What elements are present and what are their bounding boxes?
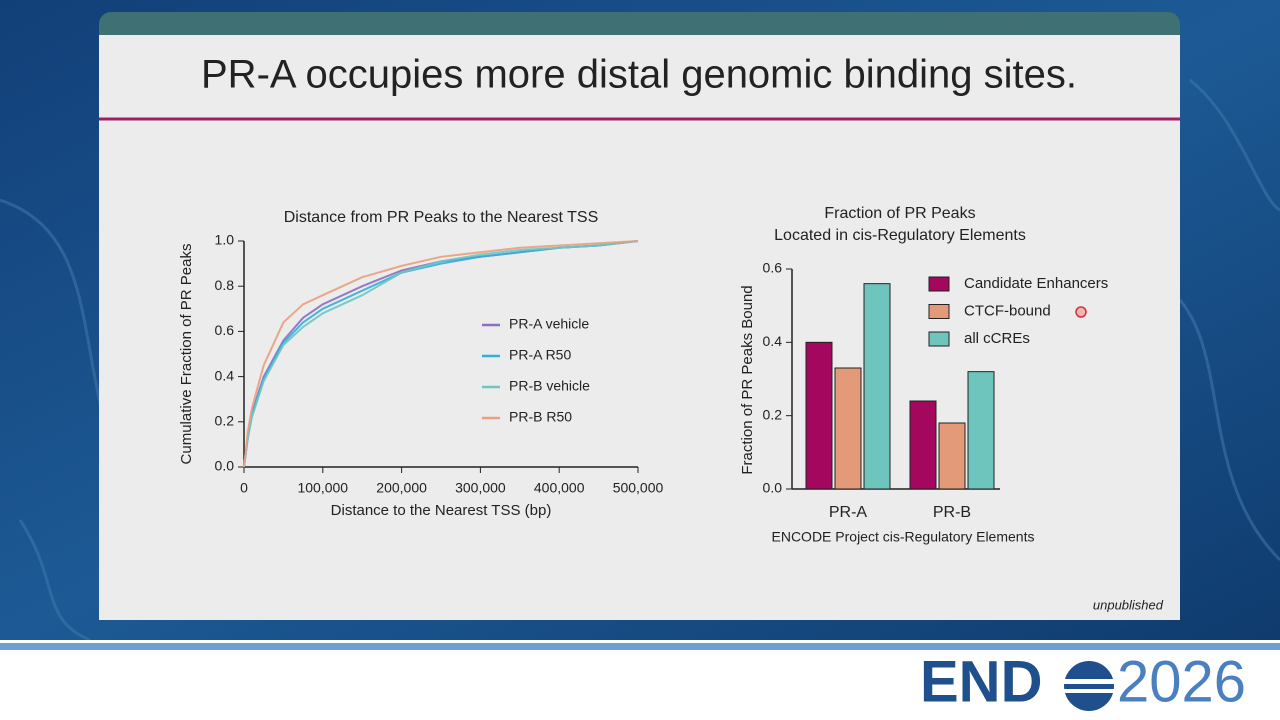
legend-label: Candidate Enhancers [964,275,1108,292]
note: unpublished [1093,597,1164,612]
logo-year: 2026 [1117,649,1246,714]
y-tick-label: 0.6 [763,260,783,276]
footer-rule [0,643,1280,650]
legend-label: PR-A R50 [509,347,571,363]
x-tick-label: 0 [240,480,248,496]
legend-label: PR-B R50 [509,409,572,425]
legend-label: PR-B vehicle [509,378,590,394]
logo-text: END [920,649,1042,714]
legend-label: CTCF-bound [964,302,1051,319]
legend-label: PR-A vehicle [509,316,589,332]
legend-label: all cCREs [964,330,1030,347]
legend-swatch [928,304,950,319]
x-tick-label: PR-B [933,504,971,521]
x-tick-label: 200,000 [376,480,427,496]
y-axis-label: Fraction of PR Peaks Bound [739,285,756,474]
y-tick-label: 0.0 [215,458,235,474]
x-tick-label: 400,000 [534,480,585,496]
bar [967,371,995,490]
bar [805,341,833,490]
bar [863,283,891,490]
line-series [243,240,639,468]
y-tick-label: 0.4 [763,333,783,349]
bar [938,422,966,490]
x-axis-label: Distance to the Nearest TSS (bp) [331,502,552,519]
x-tick-label: PR-A [829,504,868,521]
y-tick-label: 0.4 [215,367,235,383]
y-tick-label: 0.6 [215,322,235,338]
decoration [0,78,1280,642]
y-tick-label: 0.2 [215,413,235,429]
x-tick-label: 100,000 [297,480,348,496]
y-axis-label: Cumulative Fraction of PR Peaks [178,244,195,465]
legend-swatch [928,331,950,347]
logo-globe [1062,661,1116,711]
x-axis-label: ENCODE Project cis-Regulatory Elements [772,529,1035,545]
line-series [243,240,639,468]
legend-swatch [928,276,950,292]
cursor [1075,306,1087,318]
panel [99,35,1180,620]
x-tick-label: 500,000 [613,480,664,496]
bar [834,367,862,490]
slide-title: PR-A occupies more distal genomic bindin… [201,53,1077,97]
y-tick-label: 1.0 [215,232,235,248]
chart-title: Fraction of PR Peaks [824,205,975,222]
chart-title: Located in cis-Regulatory Elements [774,227,1026,244]
y-tick-label: 0.8 [215,277,235,293]
bar [909,400,937,490]
x-tick-label: 300,000 [455,480,506,496]
panel-corner [99,605,1180,620]
y-tick-label: 0.2 [763,406,783,422]
y-tick-label: 0.0 [763,480,783,496]
chart-title: Distance from PR Peaks to the Nearest TS… [284,209,599,226]
